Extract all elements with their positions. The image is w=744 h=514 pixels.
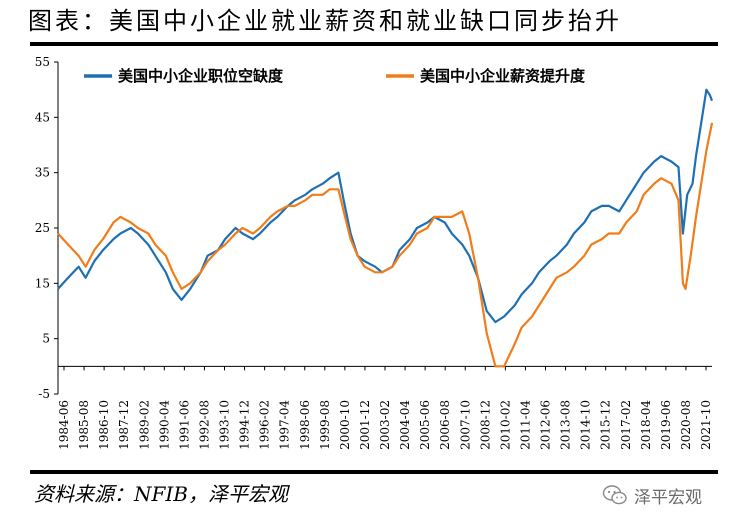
series-lines <box>57 88 714 368</box>
legend-label-1: 美国中小企业职位空缺度 <box>118 67 284 85</box>
y-tick-label: 25 <box>35 221 50 235</box>
source-divider <box>30 470 718 474</box>
x-axis: 1984-06 1985-08 1986-10 1987-12 1989-02 1990-… <box>57 365 713 450</box>
x-tick-label: 2007-10 <box>458 400 472 450</box>
source-note: 资料来源：NFIB，泽平宏观 <box>34 482 288 506</box>
legend: 美国中小企业职位空缺度 美国中小企业薪资提升度 <box>84 67 586 85</box>
x-tick-label: 1984-06 <box>57 400 71 450</box>
x-tick-label: 2012-06 <box>539 400 553 450</box>
watermark-text: 泽平宏观 <box>634 487 702 508</box>
x-tick-label: 2020-08 <box>679 400 693 450</box>
x-tick-label: 1990-04 <box>157 400 171 450</box>
x-tick-label: 2011-04 <box>518 400 532 450</box>
line-chart: -5 5 15 25 35 45 55 1984-06 1985-08 1986-10 1987-… <box>35 55 714 450</box>
x-tick-label: 1992-08 <box>197 400 211 450</box>
x-tick-label: 1993-10 <box>218 400 232 450</box>
y-axis: -5 5 15 25 35 45 55 <box>35 55 59 401</box>
x-tick-label: 1999-08 <box>318 400 332 450</box>
x-tick-label: 2006-08 <box>438 400 452 450</box>
x-tick-label: 1996-02 <box>258 400 272 450</box>
watermark: 泽平宏观 <box>602 482 702 508</box>
x-tick-label: 2021-10 <box>699 400 713 450</box>
x-tick-label: 1986-10 <box>97 400 111 450</box>
x-tick-label: 2015-12 <box>599 400 613 450</box>
x-tick-label: 2018-04 <box>639 400 653 450</box>
x-tick-label: 2000-10 <box>338 400 352 450</box>
legend-label-2: 美国中小企业薪资提升度 <box>420 67 586 85</box>
x-tick-label: 2017-02 <box>619 400 633 450</box>
x-tick-label: 2010-02 <box>498 400 512 450</box>
series-line-1 <box>57 88 714 324</box>
x-tick-label: 2008-12 <box>478 400 492 450</box>
wechat-icon <box>602 485 627 505</box>
x-tick-label: 1997-04 <box>278 400 292 450</box>
x-tick-label: 2001-12 <box>358 400 372 450</box>
x-tick-label: 2004-04 <box>398 400 412 450</box>
x-tick-label: 2005-06 <box>418 400 432 450</box>
x-tick-label: 1987-12 <box>117 400 131 450</box>
y-tick-label: -5 <box>38 387 50 401</box>
y-tick-label: 15 <box>35 276 50 290</box>
x-tick-label: 1989-02 <box>137 400 151 450</box>
y-tick-label: 55 <box>35 55 50 69</box>
y-tick-label: 35 <box>35 166 50 180</box>
x-tick-label: 1985-08 <box>77 400 91 450</box>
y-tick-label: 5 <box>42 332 50 346</box>
x-tick-label: 2019-06 <box>659 400 673 450</box>
x-tick-label: 2014-10 <box>579 400 593 450</box>
x-tick-label: 2003-02 <box>378 400 392 450</box>
x-tick-label: 1994-12 <box>238 400 252 450</box>
page-title: 图表：美国中小企业就业薪资和就业缺口同步抬升 <box>28 7 622 35</box>
y-tick-label: 45 <box>35 110 50 124</box>
title-divider <box>30 42 718 46</box>
x-tick-label: 1991-06 <box>177 400 191 450</box>
x-tick-label: 1998-06 <box>298 400 312 450</box>
x-tick-label: 2013-08 <box>559 400 573 450</box>
series-line-2 <box>57 122 714 368</box>
